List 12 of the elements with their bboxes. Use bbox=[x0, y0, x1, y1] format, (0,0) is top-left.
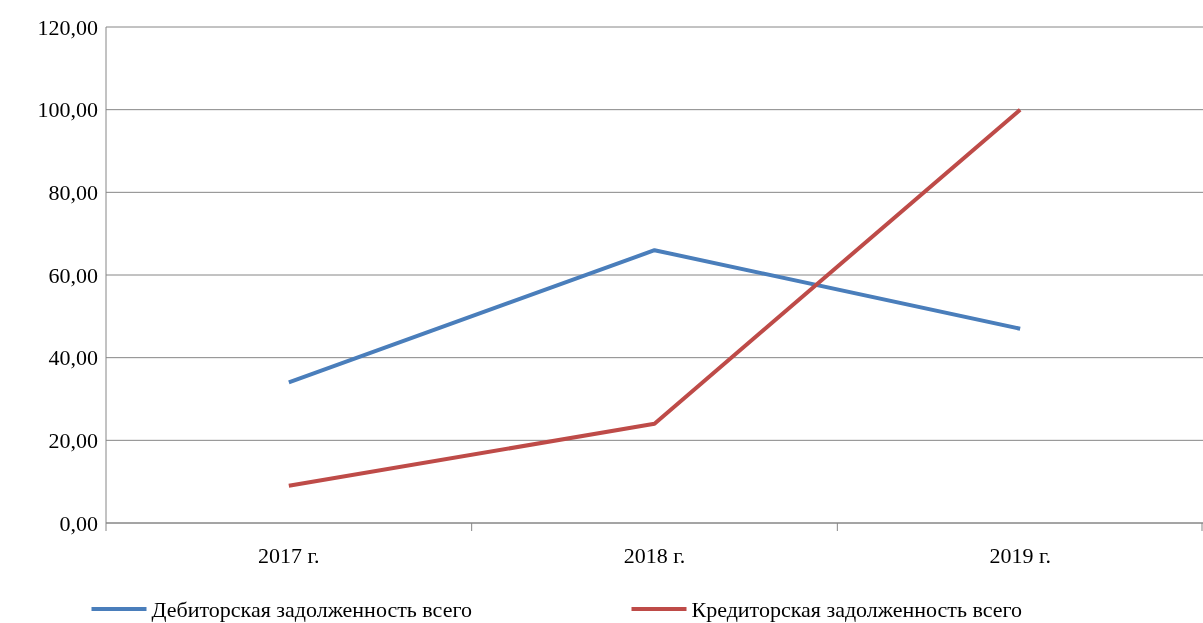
y-tick-label: 60,00 bbox=[48, 262, 98, 288]
y-tick-label: 100,00 bbox=[37, 97, 98, 123]
y-tick-label: 40,00 bbox=[48, 345, 98, 371]
legend-label: Дебиторская задолженность всего bbox=[151, 596, 472, 622]
x-tick-label: 2018 г. bbox=[623, 543, 686, 568]
y-tick-label: 20,00 bbox=[48, 428, 98, 454]
y-tick-label: 120,00 bbox=[37, 14, 98, 40]
y-tick-label: 80,00 bbox=[48, 180, 98, 206]
y-tick-label: 0,00 bbox=[59, 510, 98, 536]
legend-label: Кредиторская задолженность всего bbox=[691, 596, 1022, 622]
x-tick-label: 2019 г. bbox=[989, 543, 1051, 568]
x-tick-label: 2017 г. bbox=[258, 543, 320, 568]
